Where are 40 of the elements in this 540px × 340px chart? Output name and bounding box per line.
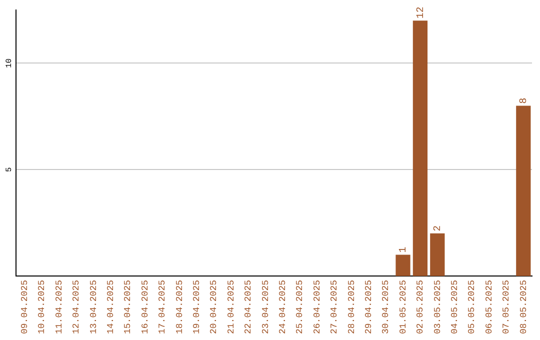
x-tick-label: 01.05.2025: [398, 280, 408, 334]
x-tick-label: 10.04.2025: [37, 280, 48, 334]
data-label: 8: [519, 98, 530, 104]
x-tick-label: 09.04.2025: [20, 280, 30, 334]
data-label: 12: [416, 6, 427, 19]
x-tick-label: 11.04.2025: [54, 280, 64, 334]
x-tick-label: 15.04.2025: [123, 280, 134, 334]
y-tick-label: 5: [5, 167, 14, 172]
x-tick-label: 21.04.2025: [226, 280, 236, 334]
data-label: 1: [398, 246, 410, 253]
x-tick-label: 05.05.2025: [467, 280, 478, 334]
x-tick-label: 23.04.2025: [260, 280, 271, 334]
x-tick-label: 14.04.2025: [106, 280, 116, 334]
x-tick-label: 28.04.2025: [346, 280, 357, 334]
x-tick-label: 08.05.2025: [518, 280, 529, 334]
x-tick-label: 30.04.2025: [381, 280, 392, 334]
x-tick-label: 04.05.2025: [450, 280, 460, 334]
bar: [412, 20, 428, 276]
x-tick-label: 06.05.2025: [484, 280, 494, 334]
x-tick-label: 22.04.2025: [244, 280, 254, 334]
x-tick-label: 27.04.2025: [330, 280, 340, 334]
x-tick-label: 18.04.2025: [174, 280, 185, 334]
bar: [396, 254, 410, 276]
y-tick-label: 10: [5, 58, 14, 68]
x-tick-label: 17.04.2025: [158, 280, 168, 334]
x-tick-label: 29.04.2025: [364, 280, 374, 334]
x-tick-label: 20.04.2025: [209, 280, 220, 334]
x-tick-label: 26.04.2025: [312, 280, 322, 334]
x-tick-label: 02.05.2025: [416, 280, 426, 334]
bar: [430, 233, 445, 276]
x-tick-label: 13.04.2025: [88, 280, 99, 334]
x-tick-label: 25.04.2025: [295, 280, 306, 334]
x-tick-label: 07.05.2025: [502, 280, 512, 334]
x-tick-label: 03.05.2025: [432, 280, 443, 334]
x-tick-label: 19.04.2025: [192, 280, 202, 334]
bar: [516, 106, 531, 276]
x-tick-label: 24.04.2025: [278, 280, 288, 334]
x-tick-label: 12.04.2025: [72, 280, 82, 334]
data-label: 2: [433, 225, 444, 232]
x-tick-label: 16.04.2025: [140, 280, 150, 334]
